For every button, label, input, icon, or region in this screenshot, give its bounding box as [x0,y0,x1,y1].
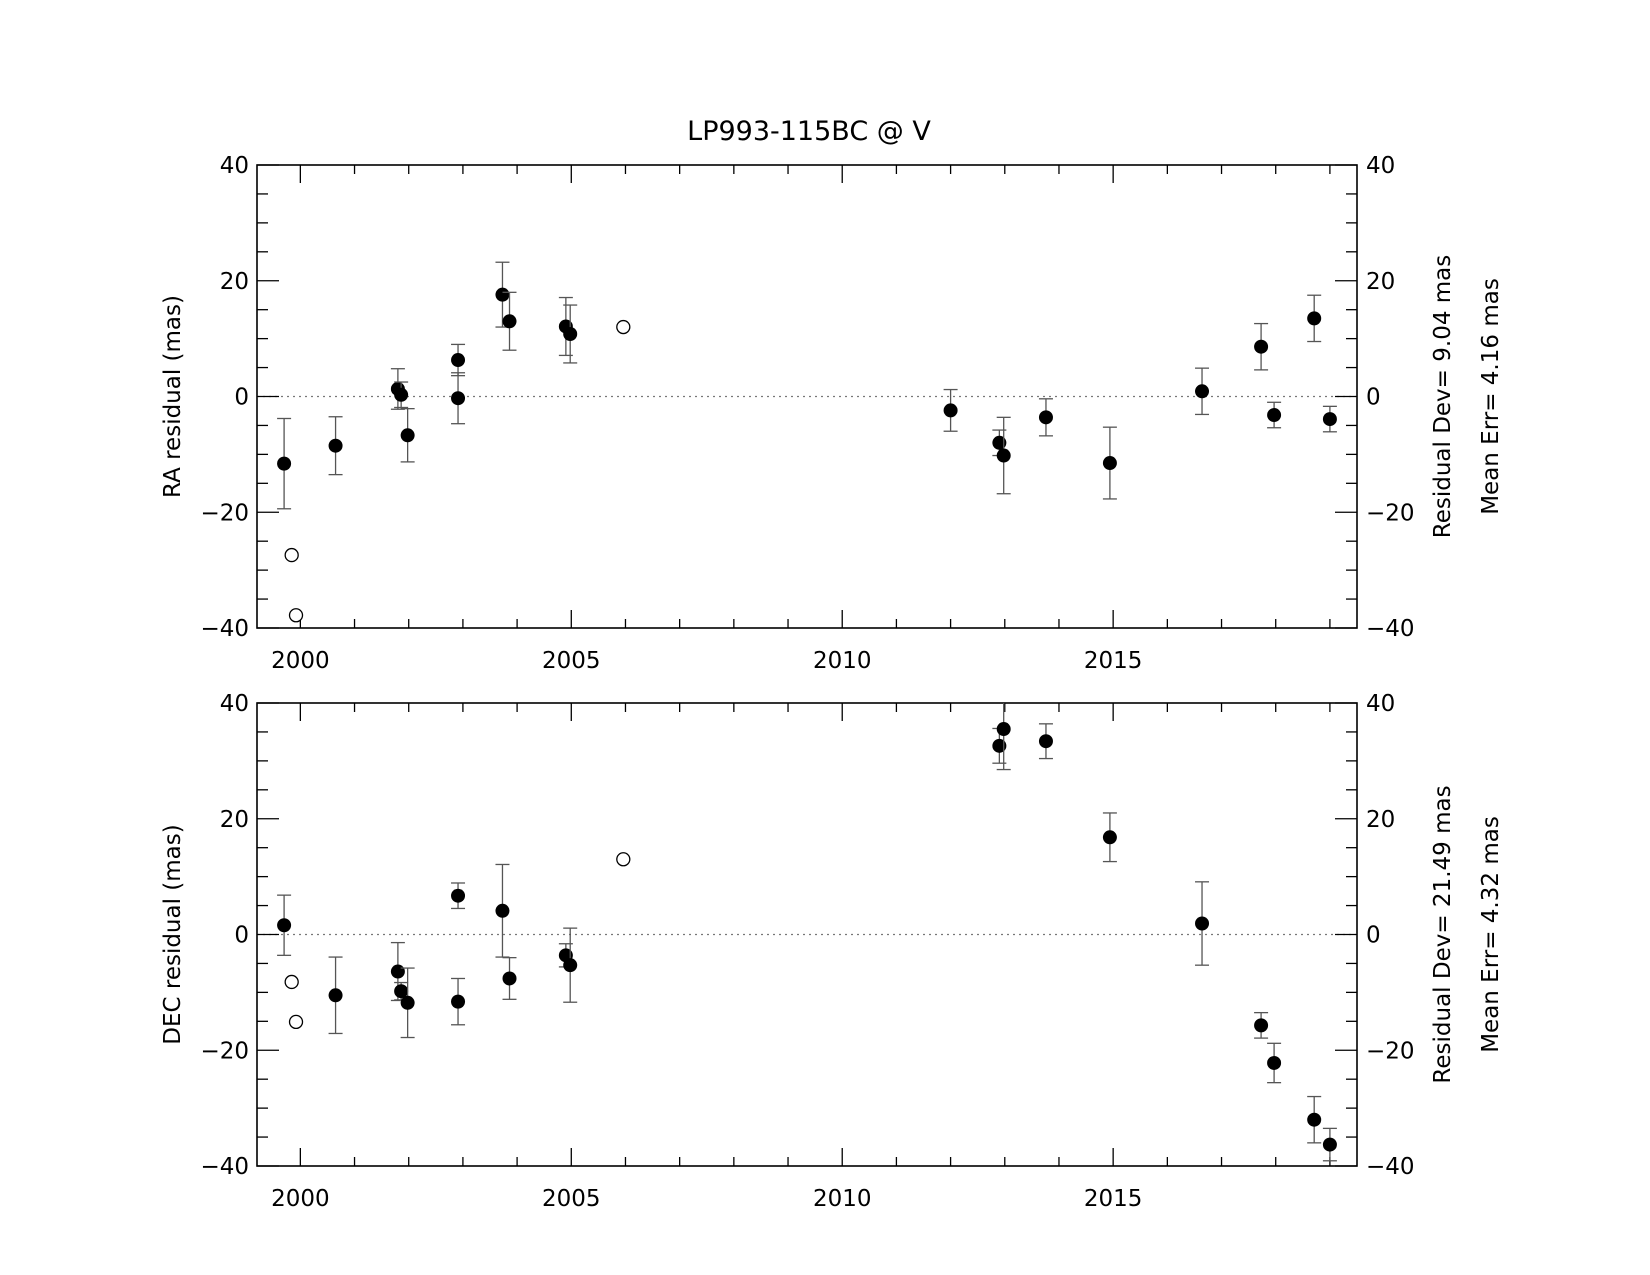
mean-err-label: Mean Err= 4.32 mas [1478,816,1504,1053]
data-point [400,995,415,1010]
data-point [1038,410,1053,425]
data-point [1102,456,1117,471]
data-point [390,964,405,979]
data-point [1254,339,1269,354]
x-tick-label: 2000 [271,1186,330,1212]
y-tick-label-left: 40 [220,691,249,717]
y-axis-title: RA residual (mas) [160,295,186,498]
data-point [502,971,517,986]
y-tick-label-right: −20 [1366,1038,1415,1064]
mean-err-label: Mean Err= 4.16 mas [1478,278,1504,515]
data-point [992,435,1007,450]
y-axis-title: DEC residual (mas) [160,824,186,1045]
excluded-point [616,852,631,867]
data-point [996,722,1011,737]
y-tick-label-right: 20 [1366,269,1395,295]
excluded-point [288,608,304,623]
x-tick-label: 2010 [813,648,872,674]
y-tick-label-left: −20 [200,1038,249,1064]
residual-dev-label: Residual Dev= 21.49 mas [1430,785,1456,1083]
residual-dev-label: Residual Dev= 9.04 mas [1430,255,1456,539]
data-point [563,326,578,341]
plot-frame [256,702,1358,1167]
chart-title: LP993-115BC @ V [687,116,931,147]
y-tick-label-left: −40 [200,1154,249,1180]
x-tick-label: 2015 [1084,1186,1143,1212]
data-points [277,703,1337,1162]
data-point [400,428,415,443]
y-tick-label-right: −20 [1366,500,1415,526]
data-point [1195,916,1210,931]
y-tick-label-right: 0 [1366,923,1381,949]
data-point [992,738,1007,753]
x-tick-label: 2010 [813,1186,872,1212]
data-point [1322,412,1337,427]
dec-residual-panel: 2000 2005 2010 2015 40 20 0 −20 −40 40 20 0 −20 −40 DE… [160,691,1504,1212]
x-tick-label: 2005 [542,648,601,674]
data-points [277,261,1337,623]
data-point [495,903,510,918]
y-tick-label-left: −40 [200,616,249,642]
y-tick-label-left: 0 [234,923,249,949]
y-tick-label-right: 0 [1366,385,1381,411]
excluded-point [288,1014,304,1030]
y-tick-label-right: −40 [1366,1154,1415,1180]
y-tick-label-left: 20 [220,269,249,295]
ra-residual-panel: 2000 2005 2010 2015 40 20 0 −20 −40 40 20 0 −20 −40 RA… [160,153,1504,674]
data-point [451,994,466,1009]
y-tick-label-right: 40 [1366,691,1395,717]
x-tick-label: 2000 [271,648,330,674]
y-tick-label-left: 40 [220,153,249,179]
plot-frame [256,164,1358,629]
data-point [502,314,517,329]
data-point [277,918,292,933]
data-point [1195,384,1210,399]
data-point [1102,830,1117,845]
data-point [277,456,292,471]
y-tick-label-right: 40 [1366,153,1395,179]
data-point [394,387,409,402]
data-point [451,391,466,406]
data-point [1267,408,1282,423]
y-tick-label-left: 20 [220,807,249,833]
data-point [1307,311,1322,326]
data-point [495,287,510,302]
data-point [394,984,409,999]
x-tick-label: 2005 [542,1186,601,1212]
data-point [328,438,343,453]
y-tick-label-left: 0 [234,385,249,411]
data-point [1307,1112,1322,1127]
data-point [1038,734,1053,749]
excluded-point [616,319,631,335]
excluded-point [284,547,299,563]
y-tick-label-left: −20 [200,500,249,526]
data-point [328,988,343,1003]
excluded-point [284,974,299,990]
y-tick-label-right: −40 [1366,616,1415,642]
data-point [943,403,958,418]
data-point [451,353,466,368]
data-point [1254,1018,1269,1033]
data-point [563,958,578,973]
data-point [1267,1055,1282,1070]
data-point [996,448,1011,463]
data-point [451,888,466,903]
x-tick-label: 2015 [1084,648,1143,674]
y-tick-label-right: 20 [1366,807,1395,833]
data-point [1322,1137,1337,1152]
